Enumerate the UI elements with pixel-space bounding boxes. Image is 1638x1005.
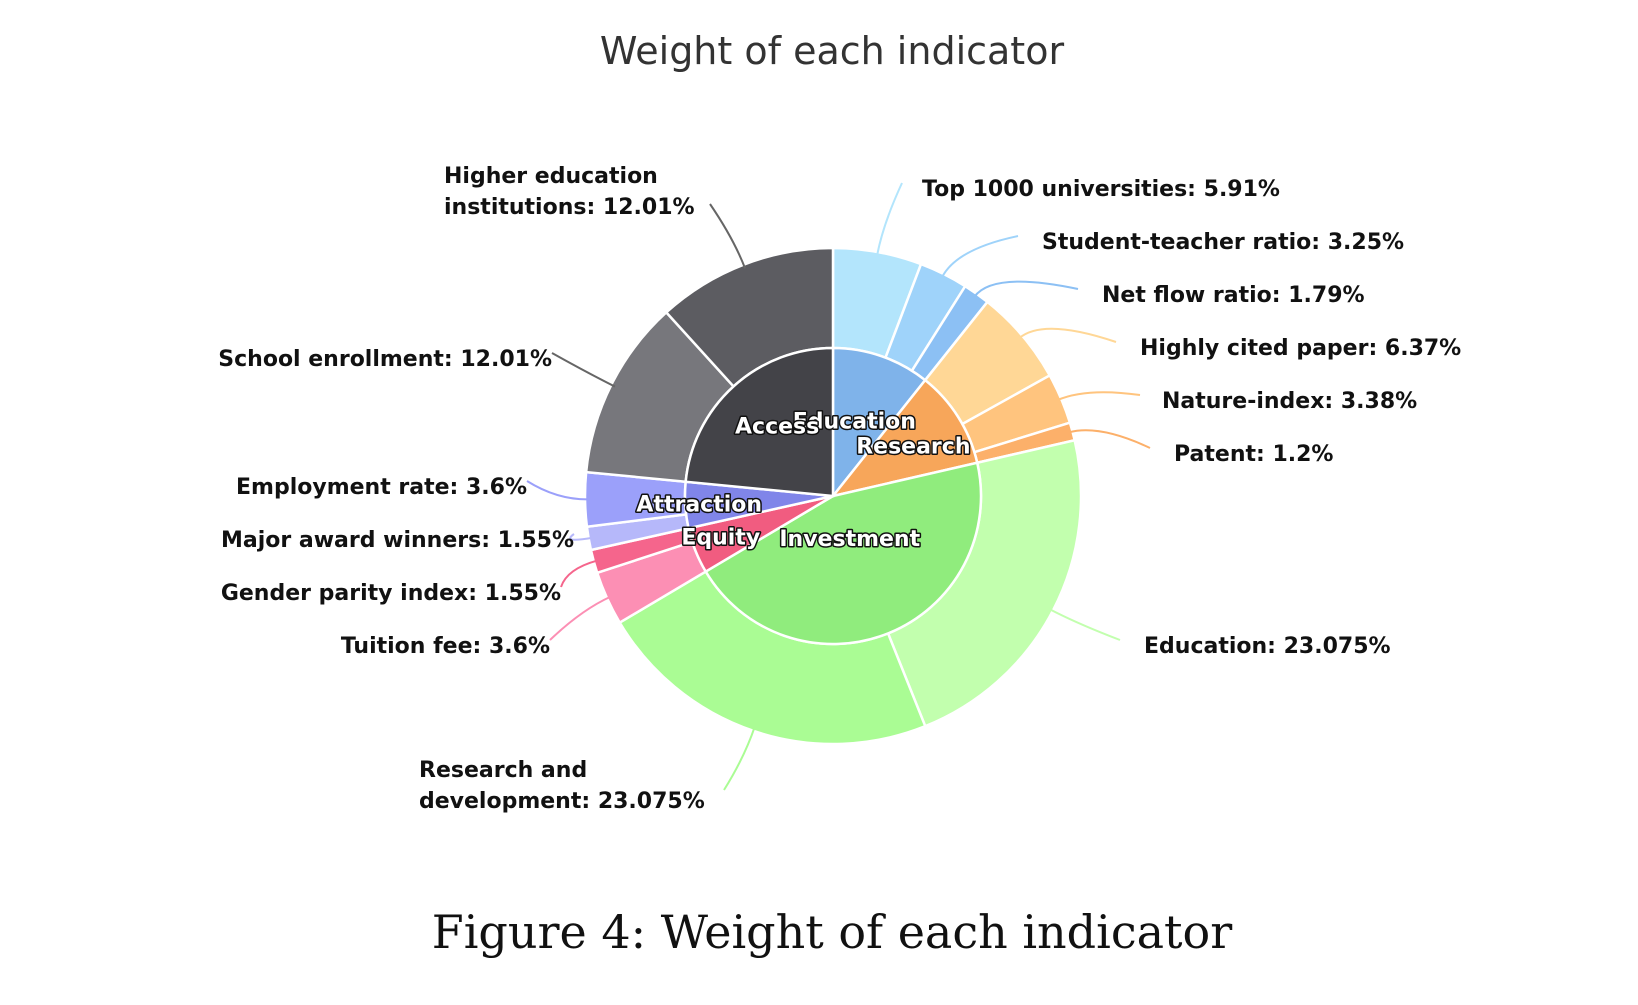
outer-label-research-and-development: Research and development: 23.075%	[419, 758, 705, 814]
leader-line-research-and-development	[723, 726, 756, 791]
outer-label-school-enrollment: School enrollment: 12.01%	[218, 347, 552, 372]
outer-label-education: Education: 23.075%	[1144, 634, 1391, 659]
leader-lines	[526, 182, 1151, 791]
leader-line-top-1000-universities	[876, 182, 903, 257]
outer-label-higher-education-institutions: Higher education institutions: 12.01%	[444, 164, 695, 220]
outer-label-student-teacher-ratio: Student-teacher ratio: 3.25%	[1042, 230, 1404, 255]
inner-slice-research	[829, 378, 979, 499]
outer-label-major-award-winners: Major award winners: 1.55%	[221, 528, 574, 553]
outer-label-gender-parity-index: Gender parity index: 1.55%	[221, 581, 561, 606]
outer-label-net-flow-ratio: Net flow ratio: 1.79%	[1102, 283, 1365, 308]
inner-label-attraction: Attraction	[636, 492, 762, 517]
inner-label-research: Research	[856, 434, 970, 459]
inner-slice-investment	[704, 461, 983, 646]
outer-label-top-1000-universities: Top 1000 universities: 5.91%	[922, 177, 1280, 202]
leader-line-gender-parity-index	[560, 559, 598, 588]
leader-line-school-enrollment	[551, 352, 616, 388]
inner-slice-education	[831, 346, 927, 500]
outer-label-nature-index: Nature-index: 3.38%	[1162, 389, 1417, 414]
leader-line-tuition-fee	[549, 595, 612, 641]
inner-label-equity: Equity	[681, 526, 760, 551]
leader-line-major-award-winners	[569, 533, 593, 541]
leader-line-student-teacher-ratio	[940, 235, 1019, 279]
leader-line-employment-rate	[526, 480, 590, 501]
leader-line-higher-education-institutions	[709, 203, 747, 269]
chart-title: Weight of each indicator	[600, 29, 1065, 73]
inner-label-investment: Investment	[779, 527, 920, 552]
outer-labels: Top 1000 universities: 5.91% Student-teac…	[218, 164, 1461, 814]
leader-line-highly-cited-paper	[1018, 327, 1117, 343]
inner-label-access: Access	[735, 415, 819, 440]
leader-line-education	[1048, 608, 1121, 641]
outer-label-patent: Patent: 1.2%	[1174, 442, 1333, 467]
leader-line-nature-index	[1056, 391, 1141, 401]
outer-label-employment-rate: Employment rate: 3.6%	[236, 475, 527, 500]
outer-label-highly-cited-paper: Highly cited paper: 6.37%	[1140, 336, 1461, 361]
outer-label-tuition-fee: Tuition fee: 3.6%	[341, 634, 550, 659]
inner-slice-access	[684, 346, 835, 498]
inner-label-education: Education	[793, 409, 916, 434]
outer-ring	[583, 246, 1083, 746]
inner-ring	[683, 346, 983, 646]
leader-line-patent	[1068, 429, 1151, 449]
leader-line-net-flow-ratio	[973, 280, 1079, 298]
figure-caption: Figure 4: Weight of each indicator	[432, 905, 1232, 959]
